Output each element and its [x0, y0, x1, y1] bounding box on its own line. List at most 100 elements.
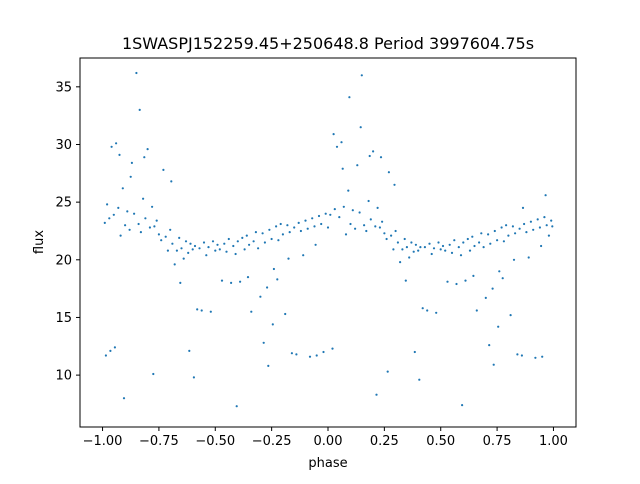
data-point	[202, 241, 206, 244]
data-point	[383, 232, 386, 235]
data-point	[315, 354, 318, 357]
data-point	[541, 355, 544, 358]
y-tick-label: 35	[55, 80, 72, 95]
data-point	[489, 242, 492, 245]
data-points	[103, 71, 554, 408]
data-point	[122, 397, 126, 400]
data-point	[394, 229, 397, 233]
data-point	[297, 221, 300, 224]
y-axis-ticks: 10 15 20 25 30 35	[55, 80, 80, 384]
data-point	[110, 145, 113, 148]
data-point	[550, 219, 553, 222]
y-tick-label: 15	[55, 311, 72, 326]
data-point	[207, 246, 210, 249]
data-point	[405, 246, 408, 249]
data-point	[534, 356, 537, 359]
data-point	[491, 287, 494, 290]
data-point	[246, 276, 250, 279]
data-point	[448, 243, 451, 246]
data-point	[462, 241, 465, 244]
data-point	[520, 354, 524, 357]
data-point	[532, 228, 535, 231]
data-point	[261, 232, 264, 235]
data-point	[417, 249, 420, 252]
data-point	[480, 232, 483, 235]
y-tick-label: 10	[55, 369, 72, 384]
data-point	[171, 242, 174, 245]
data-point	[414, 243, 417, 246]
data-point	[500, 226, 503, 229]
data-point	[277, 239, 280, 242]
data-point	[250, 310, 253, 313]
data-point	[143, 156, 146, 159]
data-point	[518, 227, 521, 230]
data-point	[236, 240, 239, 243]
data-point	[376, 206, 379, 209]
data-point	[164, 235, 167, 238]
data-point	[157, 233, 160, 236]
data-point	[492, 363, 495, 366]
data-point	[104, 354, 107, 357]
data-point	[365, 229, 368, 233]
data-point	[241, 236, 244, 239]
data-point	[169, 228, 172, 231]
data-point	[293, 226, 296, 229]
data-point	[106, 203, 109, 206]
data-point	[257, 247, 260, 250]
data-point	[505, 224, 508, 227]
data-point	[333, 208, 336, 211]
data-point	[138, 108, 141, 111]
data-point	[359, 126, 362, 129]
data-point	[311, 217, 314, 220]
data-point	[457, 246, 460, 249]
data-point	[375, 393, 378, 396]
data-point	[155, 219, 158, 222]
data-point	[324, 212, 327, 215]
data-point	[487, 233, 490, 236]
data-point	[151, 205, 154, 208]
data-point	[338, 216, 341, 219]
data-point	[446, 280, 449, 283]
data-point	[299, 229, 302, 233]
data-point	[404, 279, 407, 282]
data-point	[200, 309, 203, 312]
data-point	[428, 242, 431, 245]
data-point	[444, 249, 447, 252]
data-point	[271, 323, 274, 326]
data-point	[455, 282, 458, 286]
data-point	[267, 364, 270, 367]
data-point	[184, 240, 188, 243]
data-point	[304, 219, 307, 222]
data-point	[419, 246, 422, 249]
data-point	[511, 225, 514, 228]
data-point	[545, 224, 548, 227]
data-point	[502, 240, 505, 243]
data-point	[276, 278, 279, 281]
data-point	[211, 240, 215, 243]
data-point	[372, 150, 375, 153]
data-point	[453, 239, 456, 242]
data-point	[392, 248, 395, 251]
data-point	[286, 224, 289, 227]
data-point	[430, 252, 433, 256]
data-point	[232, 244, 235, 248]
data-point	[153, 225, 156, 228]
data-point	[103, 221, 106, 224]
data-point	[386, 370, 389, 373]
data-point	[230, 281, 233, 284]
data-point	[223, 242, 226, 245]
data-point	[326, 226, 330, 229]
data-point	[135, 71, 138, 75]
data-point	[342, 205, 345, 208]
x-axis-ticks: −1.00 −0.75 −0.50 −0.25 0.00 0.25 0.50 0.75 1.00	[83, 427, 568, 449]
data-point	[412, 250, 415, 253]
data-point	[466, 237, 469, 241]
x-tick-label: −0.50	[195, 434, 235, 449]
data-point	[484, 296, 487, 299]
x-tick-label: −1.00	[83, 434, 123, 449]
data-point	[142, 197, 145, 200]
data-point	[118, 153, 121, 156]
data-point	[387, 171, 390, 174]
data-point	[270, 237, 273, 241]
